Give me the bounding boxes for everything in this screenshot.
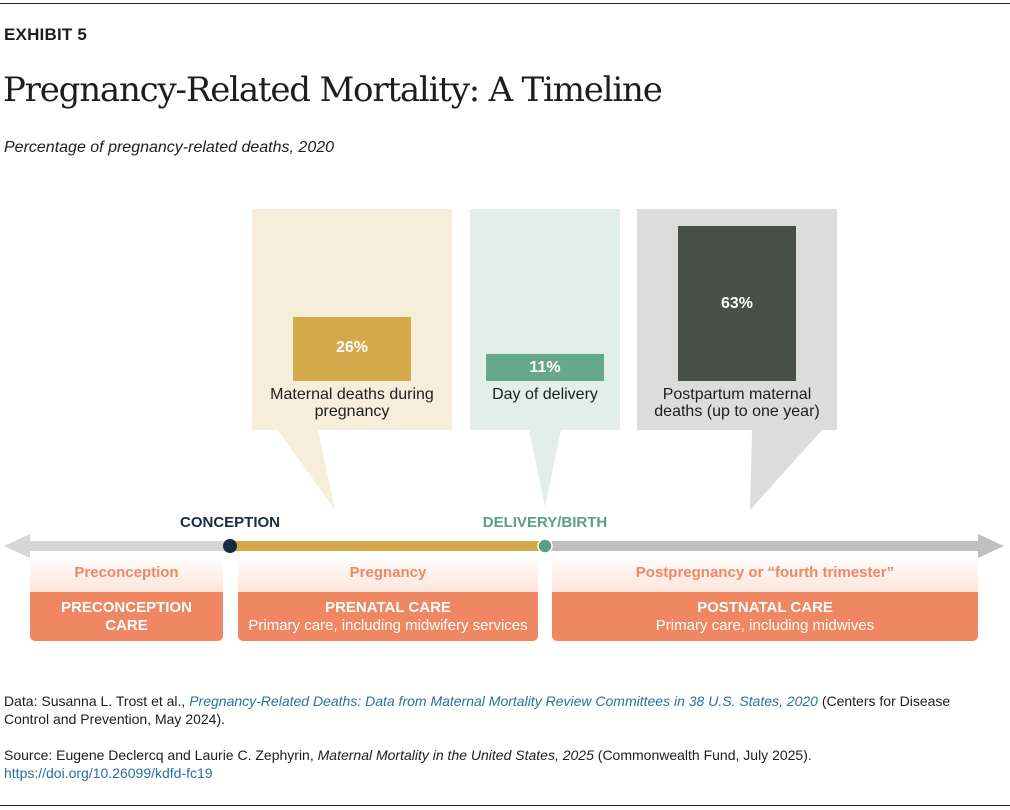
- care-box-top: [30, 592, 223, 600]
- bar-category-label: deaths (up to one year): [654, 403, 819, 420]
- care-box: [552, 592, 978, 641]
- phase-label: Postpregnancy or “fourth trimester”: [636, 564, 894, 581]
- data-note-suffix: (Centers for Disease Control and Prevent…: [4, 693, 951, 727]
- care-box-top: [238, 592, 538, 600]
- milestone-label-conception: CONCEPTION: [180, 514, 280, 531]
- callout-panel: [470, 209, 620, 430]
- exhibit-label: EXHIBIT 5: [4, 25, 88, 44]
- callout-pointer: [529, 430, 561, 507]
- data-note: Data: Susanna L. Trost et al., Pregnancy…: [4, 692, 994, 728]
- care-title: POSTNATAL CARE: [697, 599, 833, 616]
- bar-category-label: Maternal deaths during: [270, 386, 434, 403]
- care-title: PRECONCEPTION: [61, 599, 192, 616]
- source-note: Source: Eugene Declercq and Laurie C. Ze…: [4, 746, 994, 782]
- conception-marker: [223, 539, 237, 553]
- data-source-link[interactable]: Pregnancy-Related Deaths: Data from Mate…: [189, 693, 818, 709]
- care-title: CARE: [105, 617, 148, 634]
- source-report-title: Maternal Mortality in the United States,…: [317, 747, 594, 763]
- care-subtitle: Primary care, including midwifery servic…: [248, 617, 527, 634]
- bar: [486, 353, 604, 381]
- source-note-suffix: (Commonwealth Fund, July 2025).: [593, 747, 812, 763]
- top-rule: [0, 3, 1010, 4]
- phase-band: [30, 556, 223, 592]
- right-arrowhead: [978, 534, 1004, 558]
- phase-band: [238, 556, 538, 592]
- timeline-segment-postpregnancy: [545, 541, 980, 551]
- callout-pointer: [278, 430, 335, 510]
- care-box: [238, 592, 538, 641]
- source-doi-link[interactable]: https://doi.org/10.26099/kdfd-fc19: [4, 765, 213, 781]
- bar-category-label: pregnancy: [315, 403, 390, 420]
- care-subtitle: Primary care, including midwives: [656, 617, 874, 634]
- care-title: PRENATAL CARE: [325, 599, 451, 616]
- bar: [293, 317, 411, 381]
- callout-pointer: [750, 430, 822, 510]
- bar-value-label: 11%: [529, 359, 560, 376]
- timeline-segment-preconception: [28, 541, 230, 551]
- bar: [678, 226, 796, 381]
- chart-title: Pregnancy-Related Mortality: A Timeline: [3, 70, 663, 110]
- bar-category-label: Postpartum maternal: [663, 386, 812, 403]
- phase-label: Pregnancy: [350, 564, 427, 581]
- data-note-prefix: Data: Susanna L. Trost et al.,: [4, 693, 190, 709]
- source-note-prefix: Source: Eugene Declercq and Laurie C. Ze…: [4, 747, 318, 763]
- care-box-top: [552, 592, 978, 600]
- bar-value-label: 63%: [721, 295, 753, 312]
- phase-band: [552, 556, 978, 592]
- bottom-rule: [0, 805, 1010, 806]
- milestone-label-delivery: DELIVERY/BIRTH: [483, 514, 607, 531]
- delivery-marker: [537, 538, 553, 554]
- left-arrowhead: [4, 534, 30, 558]
- bar-category-label: Day of delivery: [492, 386, 598, 403]
- chart-subtitle: Percentage of pregnancy-related deaths, …: [4, 139, 335, 156]
- timeline-segment-pregnancy: [230, 541, 545, 551]
- phase-label: Preconception: [74, 564, 178, 581]
- care-box: [30, 592, 223, 641]
- bar-value-label: 26%: [336, 339, 368, 356]
